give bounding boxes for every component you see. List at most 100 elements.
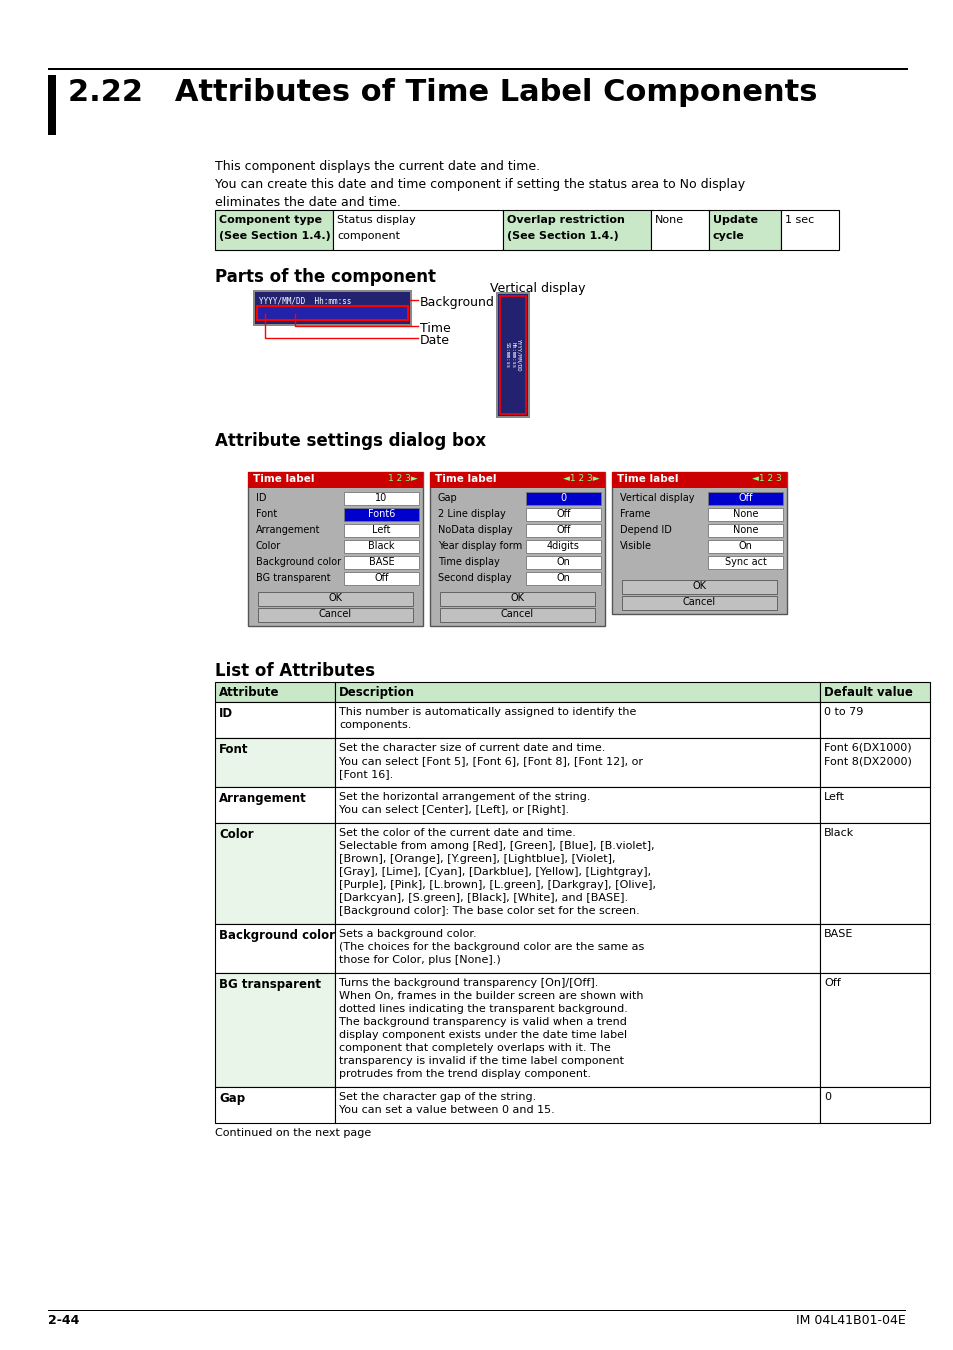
Text: None: None — [732, 509, 758, 518]
Text: Default value: Default value — [823, 686, 912, 699]
Bar — [707, 491, 782, 505]
Bar — [439, 608, 595, 622]
Bar — [502, 211, 650, 250]
Text: Off: Off — [556, 509, 570, 518]
Text: You can select [Font 5], [Font 6], [Font 8], [Font 12], or: You can select [Font 5], [Font 6], [Font… — [338, 756, 642, 765]
Bar — [430, 472, 604, 626]
Bar — [335, 973, 820, 1087]
Text: ID: ID — [219, 707, 233, 720]
Text: components.: components. — [338, 720, 411, 730]
Text: (See Section 1.4.): (See Section 1.4.) — [506, 231, 618, 242]
Bar — [214, 923, 335, 973]
Text: Color: Color — [255, 541, 281, 551]
Text: Component type: Component type — [219, 215, 322, 225]
Bar — [497, 294, 527, 416]
Text: Color: Color — [219, 828, 253, 841]
Bar — [214, 211, 333, 250]
Text: OK: OK — [692, 580, 706, 591]
Text: display component exists under the date time label: display component exists under the date … — [338, 1030, 626, 1040]
Text: 0: 0 — [559, 493, 566, 504]
Text: Status display: Status display — [336, 215, 416, 225]
Bar — [214, 1087, 335, 1123]
Text: Arrangement: Arrangement — [255, 525, 320, 535]
Text: Font: Font — [255, 509, 277, 518]
Text: Cancel: Cancel — [682, 597, 716, 608]
Text: Selectable from among [Red], [Green], [Blue], [B.violet],: Selectable from among [Red], [Green], [B… — [338, 841, 654, 850]
Text: Parts of the component: Parts of the component — [214, 269, 436, 286]
Bar — [335, 1087, 820, 1123]
Text: Cancel: Cancel — [500, 609, 534, 620]
Bar — [254, 292, 410, 324]
Text: Time label: Time label — [253, 474, 314, 485]
Text: 4digits: 4digits — [546, 541, 579, 551]
Text: Depend ID: Depend ID — [619, 525, 671, 535]
Text: Black: Black — [823, 828, 853, 838]
Text: Left: Left — [823, 792, 844, 802]
Text: List of Attributes: List of Attributes — [214, 662, 375, 680]
Bar — [256, 306, 408, 320]
Text: component: component — [336, 231, 399, 242]
Text: Font6: Font6 — [368, 509, 395, 518]
Text: You can create this date and time component if setting the status area to No dis: You can create this date and time compon… — [214, 178, 744, 190]
Text: ◄1 2 3►: ◄1 2 3► — [563, 474, 599, 483]
Text: BASE: BASE — [368, 558, 394, 567]
Bar — [525, 540, 600, 553]
Text: Time label: Time label — [617, 474, 678, 485]
Text: Off: Off — [738, 493, 752, 504]
Bar — [707, 556, 782, 568]
Text: On: On — [556, 558, 570, 567]
Bar — [820, 923, 929, 973]
Text: Black: Black — [368, 541, 395, 551]
Bar — [525, 556, 600, 568]
Bar — [499, 296, 525, 414]
Text: (The choices for the background color are the same as: (The choices for the background color ar… — [338, 942, 643, 952]
Text: Sets a background color.: Sets a background color. — [338, 929, 476, 940]
Text: [Purple], [Pink], [L.brown], [L.green], [Darkgray], [Olive],: [Purple], [Pink], [L.brown], [L.green], … — [338, 880, 656, 890]
Bar — [820, 1087, 929, 1123]
Text: YYYY/MM/DD
Hh:mm:ss
SS:mm:ss: YYYY/MM/DD Hh:mm:ss SS:mm:ss — [504, 339, 520, 371]
Text: those for Color, plus [None].): those for Color, plus [None].) — [338, 954, 500, 965]
Text: ID: ID — [255, 493, 266, 504]
Bar — [335, 923, 820, 973]
Text: Gap: Gap — [437, 493, 457, 504]
Text: Off: Off — [823, 977, 840, 988]
Bar — [214, 702, 335, 738]
Bar — [335, 702, 820, 738]
Bar — [257, 593, 413, 606]
Bar — [253, 290, 412, 325]
Text: IM 04L41B01-04E: IM 04L41B01-04E — [796, 1314, 905, 1327]
Text: When On, frames in the builder screen are shown with: When On, frames in the builder screen ar… — [338, 991, 643, 1000]
Bar — [439, 593, 595, 606]
Text: Visible: Visible — [619, 541, 651, 551]
Text: YYYY/MM/DD  Hh:mm:ss: YYYY/MM/DD Hh:mm:ss — [258, 296, 351, 305]
Text: ◄1 2 3: ◄1 2 3 — [752, 474, 781, 483]
Text: OK: OK — [510, 593, 524, 603]
Text: cycle: cycle — [712, 231, 744, 242]
Text: Font 6(DX1000): Font 6(DX1000) — [823, 743, 911, 753]
Text: Turns the background transparency [On]/[Off].: Turns the background transparency [On]/[… — [338, 977, 598, 988]
Text: Left: Left — [372, 525, 391, 535]
Bar — [707, 508, 782, 521]
Text: dotted lines indicating the transparent background.: dotted lines indicating the transparent … — [338, 1004, 627, 1014]
Bar — [820, 824, 929, 923]
Bar — [708, 211, 781, 250]
Bar — [344, 524, 418, 537]
Text: BG transparent: BG transparent — [255, 572, 331, 583]
Text: Vertical display: Vertical display — [490, 282, 585, 296]
Bar — [344, 491, 418, 505]
Bar — [214, 682, 335, 702]
Text: On: On — [738, 541, 752, 551]
Bar — [612, 472, 786, 487]
Text: Font: Font — [219, 743, 248, 756]
Bar — [335, 682, 820, 702]
Text: Set the character gap of the string.: Set the character gap of the string. — [338, 1092, 536, 1102]
Bar — [335, 787, 820, 824]
Text: None: None — [732, 525, 758, 535]
Bar — [820, 787, 929, 824]
Text: 10: 10 — [375, 493, 387, 504]
Bar — [621, 595, 776, 610]
Text: 0: 0 — [823, 1092, 830, 1102]
Text: protrudes from the trend display component.: protrudes from the trend display compone… — [338, 1069, 590, 1079]
Bar — [257, 608, 413, 622]
Bar — [650, 211, 708, 250]
